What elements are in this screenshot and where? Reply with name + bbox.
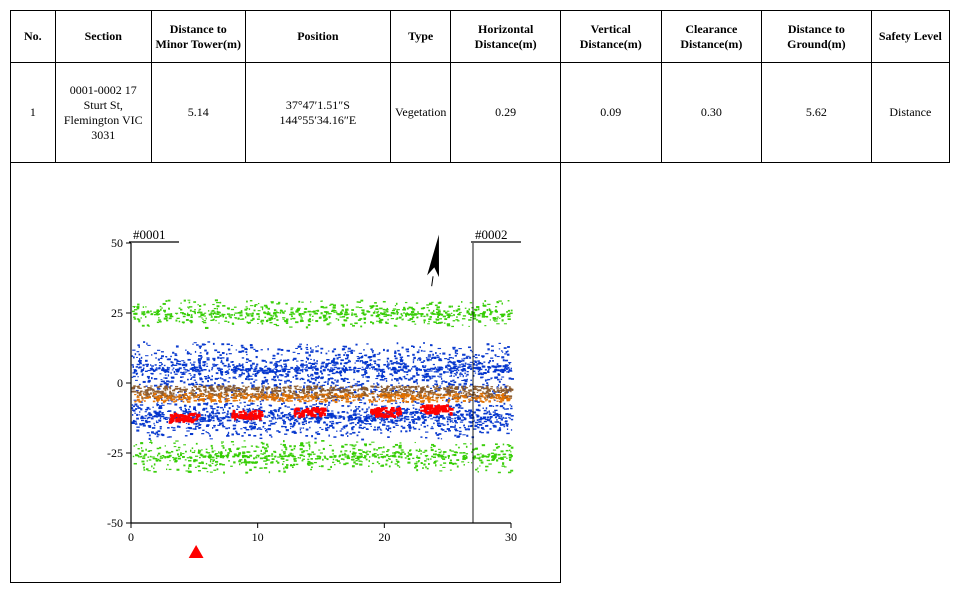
- cell-hdist: 0.29: [451, 63, 561, 163]
- cell-vdist: 0.09: [560, 63, 661, 163]
- cell-type: Vegetation: [391, 63, 451, 163]
- svg-text:0: 0: [128, 530, 134, 544]
- chart-cell: -50-25025500102030#0001#0002: [11, 163, 561, 583]
- col-no: No.: [11, 11, 56, 63]
- col-gdist: Distance to Ground(m): [762, 11, 872, 63]
- cell-cdist: 0.30: [661, 63, 762, 163]
- svg-text:20: 20: [378, 530, 390, 544]
- chart-container: -50-25025500102030#0001#0002: [11, 163, 560, 582]
- col-cdist: Clearance Distance(m): [661, 11, 762, 63]
- svg-text:30: 30: [505, 530, 517, 544]
- svg-text:10: 10: [252, 530, 264, 544]
- col-section: Section: [55, 11, 151, 63]
- clearance-table: No. Section Distance to Minor Tower(m) P…: [10, 10, 950, 583]
- col-safety: Safety Level: [871, 11, 949, 63]
- col-position: Position: [245, 11, 390, 63]
- cell-no: 1: [11, 63, 56, 163]
- svg-text:-25: -25: [107, 446, 123, 460]
- cell-section: 0001-0002 17 Sturt St, Flemington VIC 30…: [55, 63, 151, 163]
- table-row: 1 0001-0002 17 Sturt St, Flemington VIC …: [11, 63, 950, 163]
- cell-position: 37°47′1.51″S 144°55′34.16″E: [245, 63, 390, 163]
- col-type: Type: [391, 11, 451, 63]
- cell-dist-minor: 5.14: [151, 63, 245, 163]
- col-vdist: Vertical Distance(m): [560, 11, 661, 63]
- cell-safety: Distance: [871, 63, 949, 163]
- lidar-scatter-chart: -50-25025500102030#0001#0002: [71, 213, 551, 558]
- col-hdist: Horizontal Distance(m): [451, 11, 561, 63]
- svg-text:-50: -50: [107, 516, 123, 530]
- chart-row: -50-25025500102030#0001#0002: [11, 163, 950, 583]
- header-row: No. Section Distance to Minor Tower(m) P…: [11, 11, 950, 63]
- svg-text:25: 25: [111, 306, 123, 320]
- svg-text:0: 0: [117, 376, 123, 390]
- col-dist-minor: Distance to Minor Tower(m): [151, 11, 245, 63]
- cell-gdist: 5.62: [762, 63, 872, 163]
- svg-text:50: 50: [111, 236, 123, 250]
